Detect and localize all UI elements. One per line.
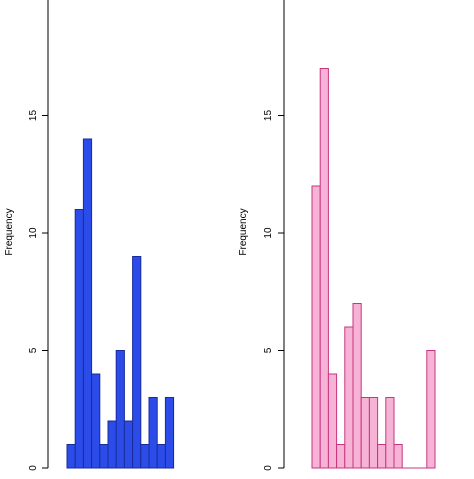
left-histogram-bar [132,256,142,469]
right-histogram-bar [327,373,338,469]
left-histogram-bar [74,209,84,469]
left-histogram-bar [82,138,93,469]
right-histogram-panel: Frequency 0 5 10 15 [238,0,436,471]
right-histogram-bar [426,350,436,469]
right-histogram-bar [336,444,346,469]
left-histogram-bar [164,397,175,469]
left-histogram-bars [66,138,175,469]
left-y-tick-label: 10 [28,227,39,239]
right-histogram-bar [385,397,395,469]
right-histogram-bar [377,444,387,469]
left-histogram-panel: Frequency 0 5 10 15 [4,0,175,471]
left-histogram-bar [148,397,158,469]
left-y-axis-label: Frequency [4,208,15,255]
right-y-axis-label: Frequency [238,208,249,255]
left-histogram-bar [140,444,150,469]
right-y-tick-label: 10 [263,227,274,239]
right-histogram-bar [319,68,329,469]
right-y-tick-label: 15 [263,110,274,122]
left-histogram-bar [107,420,117,469]
left-histogram-bar [66,444,76,469]
right-y-tick-label: 5 [263,347,274,353]
right-y-tick-label: 0 [263,465,274,471]
right-histogram-bar [352,303,362,469]
left-y-tick-label: 15 [28,110,39,122]
right-y-axis-ticks: 0 5 10 15 [263,110,284,471]
right-histogram-bar [368,397,379,469]
left-histogram-bar [123,420,134,469]
left-y-tick-label: 0 [28,465,39,471]
right-histogram-bar [311,185,321,469]
left-histogram-bar [156,444,166,469]
right-histogram-bar [393,444,403,469]
right-histogram-bar [360,397,370,469]
left-histogram-bar [115,350,125,469]
left-histogram-bar [99,444,109,469]
left-y-axis-ticks: 0 5 10 15 [28,110,48,471]
right-histogram-bar [344,326,354,469]
right-histogram-bars [311,68,436,469]
left-y-tick-label: 5 [28,347,39,353]
left-histogram-bar [91,373,101,469]
